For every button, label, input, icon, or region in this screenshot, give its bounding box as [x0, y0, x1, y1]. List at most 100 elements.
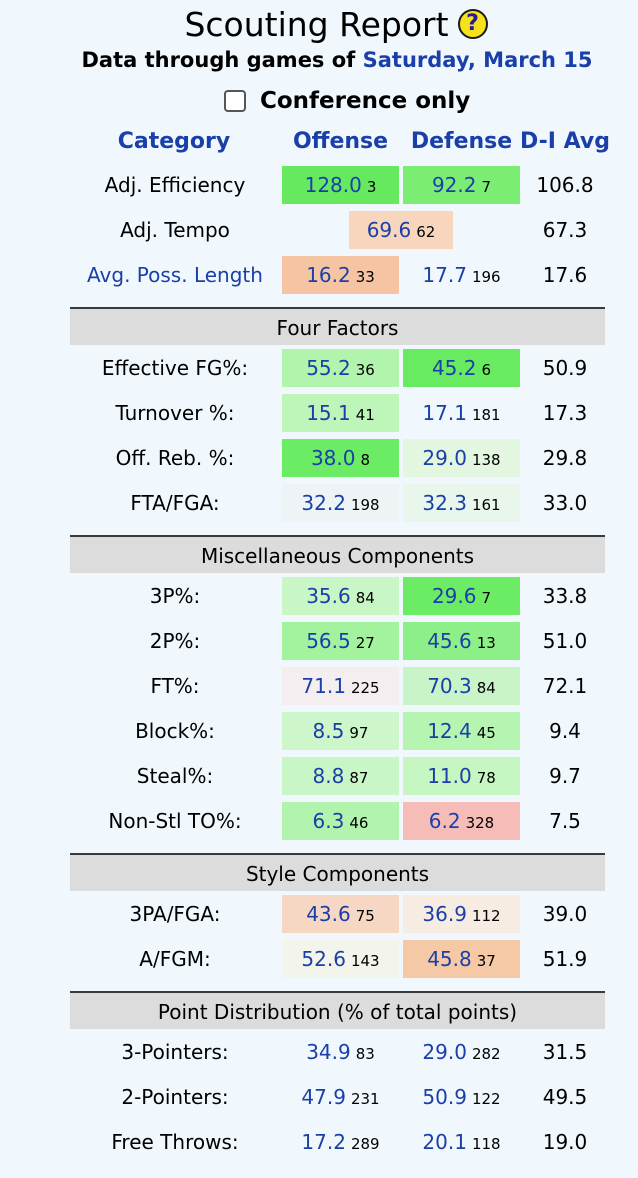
row-avg-poss-length-di-avg: 17.6 — [542, 263, 588, 287]
row-3p-off-rank: 84 — [355, 589, 375, 607]
row-off-reb-off-value[interactable]: 38.0 — [310, 446, 356, 470]
row-ft-off-rank: 225 — [350, 679, 380, 697]
row-steal: Steal%: 8.8 87 11.0 78 9.7 — [0, 757, 638, 795]
row-free-throws-def-value[interactable]: 20.1 — [422, 1130, 467, 1154]
row-turnover-def-rank: 181 — [471, 406, 501, 424]
row-adj-efficiency-off-cell: 128.0 3 — [282, 166, 399, 204]
row-fta-fga-def-cell: 32.3 161 — [403, 484, 520, 522]
row-2p-off-value[interactable]: 56.5 — [306, 629, 351, 653]
row-steal-off-cell: 8.8 87 — [282, 757, 399, 795]
row-2p-label: 2P%: — [149, 629, 201, 653]
row-3-pointers-def-cell: 29.0 282 — [403, 1033, 520, 1071]
row-turnover-def-value[interactable]: 17.1 — [422, 401, 467, 425]
section-header-style-components: Style Components — [70, 853, 605, 891]
row-a-fgm-label: A/FGM: — [139, 947, 211, 971]
row-fta-fga-off-cell: 32.2 198 — [282, 484, 399, 522]
row-3-pointers-off-cell: 34.9 83 — [282, 1033, 399, 1071]
row-a-fgm-def-value[interactable]: 45.8 — [427, 947, 472, 971]
row-a-fgm-off-value[interactable]: 52.6 — [301, 947, 346, 971]
row-effective-fg-def-cell: 45.2 6 — [403, 349, 520, 387]
row-a-fgm-di-avg: 51.9 — [542, 947, 588, 971]
row-effective-fg-off-rank: 36 — [355, 361, 375, 379]
row-adj-tempo-tempo-value[interactable]: 69.6 — [366, 218, 412, 242]
row-ft-off-value[interactable]: 71.1 — [301, 674, 346, 698]
row-off-reb-off-cell: 38.0 8 — [282, 439, 399, 477]
row-off-reb-label: Off. Reb. %: — [115, 446, 235, 470]
column-header-defense[interactable]: Defense — [410, 129, 513, 154]
row-non-stl-to: Non-Stl TO%: 6.3 46 6.2 328 7.5 — [0, 802, 638, 840]
row-3-pointers-off-value[interactable]: 34.9 — [306, 1040, 351, 1064]
row-avg-poss-length-def-value[interactable]: 17.7 — [422, 263, 467, 287]
row-steal-off-value[interactable]: 8.8 — [312, 764, 345, 788]
row-adj-tempo-label: Adj. Tempo — [120, 218, 230, 242]
page-title: Scouting Report — [184, 4, 449, 44]
row-block-off-value[interactable]: 8.5 — [312, 719, 345, 743]
column-header-category[interactable]: Category — [117, 129, 231, 154]
row-adj-efficiency-off-value[interactable]: 128.0 — [304, 173, 362, 197]
row-effective-fg-label: Effective FG%: — [101, 356, 249, 380]
row-3pa-fga-di-avg: 39.0 — [542, 902, 588, 926]
row-steal-label: Steal%: — [136, 764, 214, 788]
row-avg-poss-length-off-value[interactable]: 16.2 — [306, 263, 351, 287]
row-fta-fga: FTA/FGA: 32.2 198 32.3 161 33.0 — [0, 484, 638, 522]
row-3pa-fga-def-cell: 36.9 112 — [403, 895, 520, 933]
row-non-stl-to-def-cell: 6.2 328 — [403, 802, 520, 840]
row-effective-fg: Effective FG%: 55.2 36 45.2 6 50.9 — [0, 349, 638, 387]
row-ft-off-cell: 71.1 225 — [282, 667, 399, 705]
row-non-stl-to-def-value[interactable]: 6.2 — [428, 809, 461, 833]
row-adj-tempo-di-avg: 67.3 — [542, 218, 588, 242]
row-3p-off-value[interactable]: 35.6 — [306, 584, 351, 608]
row-steal-def-value[interactable]: 11.0 — [427, 764, 472, 788]
section-header-point-distribution-of-total-points: Point Distribution (% of total points) — [70, 991, 605, 1029]
row-adj-efficiency-def-value[interactable]: 92.2 — [431, 173, 477, 197]
help-icon[interactable]: ? — [457, 9, 488, 39]
row-off-reb-def-value[interactable]: 29.0 — [422, 446, 467, 470]
row-3-pointers-off-rank: 83 — [355, 1045, 375, 1063]
row-effective-fg-def-value[interactable]: 45.2 — [431, 356, 477, 380]
row-a-fgm-off-cell: 52.6 143 — [282, 940, 399, 978]
row-block-def-value[interactable]: 12.4 — [427, 719, 472, 743]
row-3pa-fga-off-rank: 75 — [355, 907, 375, 925]
row-3-pointers-def-value[interactable]: 29.0 — [422, 1040, 467, 1064]
row-3p-di-avg: 33.8 — [542, 584, 588, 608]
row-off-reb-di-avg: 29.8 — [542, 446, 588, 470]
row-2-pointers-def-value[interactable]: 50.9 — [422, 1085, 467, 1109]
row-2p-def-cell: 45.6 13 — [403, 622, 520, 660]
row-ft-def-value[interactable]: 70.3 — [427, 674, 472, 698]
row-3p-off-cell: 35.6 84 — [282, 577, 399, 615]
row-avg-poss-length-label[interactable]: Avg. Poss. Length — [87, 263, 263, 287]
row-ft-def-cell: 70.3 84 — [403, 667, 520, 705]
row-2p-def-value[interactable]: 45.6 — [427, 629, 472, 653]
conference-only-checkbox[interactable] — [224, 90, 246, 112]
row-3p-def-rank: 7 — [481, 589, 492, 607]
row-block-off-cell: 8.5 97 — [282, 712, 399, 750]
row-2p-off-rank: 27 — [355, 634, 375, 652]
row-off-reb-off-rank: 8 — [360, 451, 371, 469]
row-free-throws-off-value[interactable]: 17.2 — [301, 1130, 346, 1154]
row-effective-fg-off-value[interactable]: 55.2 — [306, 356, 351, 380]
row-3pa-fga-off-value[interactable]: 43.6 — [306, 902, 351, 926]
column-header-offense[interactable]: Offense — [292, 129, 389, 154]
row-turnover-off-rank: 41 — [355, 406, 375, 424]
row-non-stl-to-def-rank: 328 — [465, 814, 495, 832]
row-non-stl-to-di-avg: 7.5 — [549, 809, 581, 833]
subtitle-prefix: Data through games of — [81, 48, 356, 72]
row-non-stl-to-off-value[interactable]: 6.3 — [312, 809, 345, 833]
row-3pa-fga-def-value[interactable]: 36.9 — [422, 902, 467, 926]
row-turnover-off-value[interactable]: 15.1 — [306, 401, 351, 425]
row-fta-fga-off-value[interactable]: 32.2 — [301, 491, 346, 515]
row-2-pointers-off-value[interactable]: 47.9 — [301, 1085, 346, 1109]
subtitle-date-link[interactable]: Saturday, March 15 — [362, 48, 593, 72]
column-header-di-avg[interactable]: D-I Avg — [520, 129, 610, 154]
row-a-fgm-def-rank: 37 — [476, 952, 496, 970]
conference-only-label: Conference only — [260, 88, 471, 114]
row-ft-di-avg: 72.1 — [542, 674, 588, 698]
row-non-stl-to-label: Non-Stl TO%: — [108, 809, 242, 833]
row-effective-fg-off-cell: 55.2 36 — [282, 349, 399, 387]
row-fta-fga-def-value[interactable]: 32.3 — [422, 491, 467, 515]
conference-only-toggle[interactable]: Conference only — [224, 85, 470, 117]
row-avg-poss-length-off-rank: 33 — [355, 268, 375, 286]
row-3-pointers-label: 3-Pointers: — [121, 1040, 229, 1064]
row-3p-def-value[interactable]: 29.6 — [431, 584, 477, 608]
